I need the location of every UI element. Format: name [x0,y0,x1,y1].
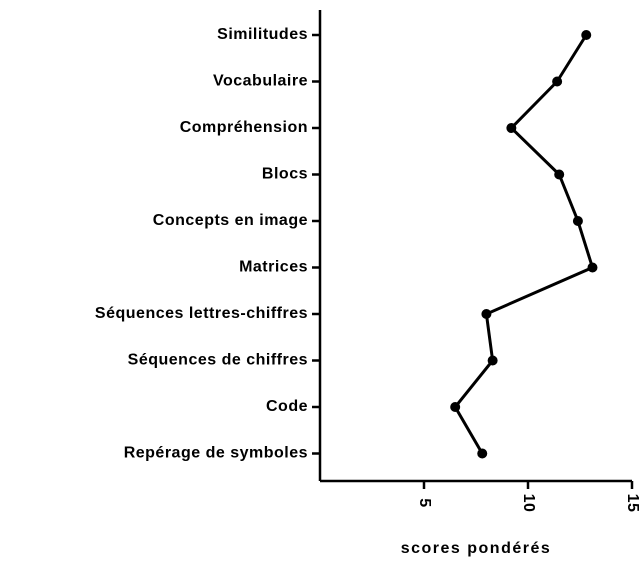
point [487,355,498,366]
y-tick-label: Matrices [239,259,308,276]
point [481,309,492,319]
y-tick-label: Repérage de symboles [124,445,308,462]
y-tick-label: Code [266,398,308,415]
y-tick-label: Compréhension [180,119,308,136]
point [552,76,563,87]
point [587,262,598,273]
y-tick-label: Blocs [262,166,308,183]
y-tick-label: Séquences de chiffres [128,352,308,369]
y-tick-label: Séquences lettres-chiffres [95,305,308,322]
point [450,402,461,412]
x-tick-label: 5 [416,498,433,507]
x-tick-label: 10 [520,494,537,513]
point [581,30,592,40]
point [572,216,583,226]
point [506,123,517,133]
y-tick-label: Similitudes [217,26,308,43]
point [554,169,565,180]
x-axis-label: scores pondérés [401,540,552,557]
line [453,34,595,455]
y-tick-label: Concepts en image [153,212,308,229]
y-tick-label: Vocabulaire [213,73,308,90]
point [477,448,488,459]
x-tick-label: 15 [624,494,639,513]
